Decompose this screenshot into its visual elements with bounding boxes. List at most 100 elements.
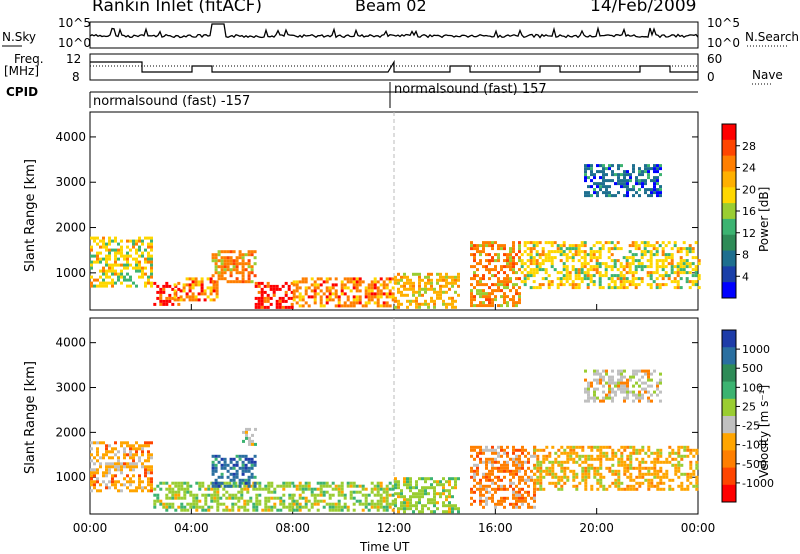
x-tick-label: 20:00 [579,521,614,535]
colorbar-cell [722,330,736,348]
heatmap-blob [173,277,219,302]
y-tick-label: 3000 [55,381,86,395]
noise-panel-frame [89,21,699,49]
heatmap-blob [584,369,662,403]
colorbar-cell [722,187,736,204]
x-tick-label: 00:00 [681,521,716,535]
y-tick-label: 1000 [55,266,86,280]
colorbar-tick-label: -100 [742,439,767,452]
colorbar-cell [722,124,736,141]
heatmap-blob [292,277,395,308]
noise-trace [89,23,699,39]
colorbar-cell [722,364,736,383]
colorbar-tick-label: 16 [742,205,756,218]
heatmap-blob [242,427,257,446]
colorbar-tick-label: 500 [742,362,763,375]
heatmap-blob [533,445,699,491]
power-ylabel: Slant Range [km] [23,159,38,272]
colorbar-cell [722,266,736,283]
nsearch-label: N.Search [745,30,800,44]
colorbar-tick-label: 100 [742,381,763,394]
noise-left-top-tick: 10^5 [58,16,91,30]
nsky-label: N.Sky [2,30,37,44]
colorbar-tick-label: 1000 [742,343,770,356]
cpid-label: CPID [6,85,39,99]
colorbar-frame [721,329,737,503]
freq-top-tick: 12 [66,52,82,66]
y-tick-label: 3000 [55,175,86,189]
y-tick-label: 1000 [55,470,86,484]
colorbar-tick-label: 20 [742,183,756,196]
colorbar-cell [722,282,736,299]
heatmap-blob [90,236,153,288]
colorbar-cell [722,467,736,486]
colorbar-cell [722,450,736,469]
heatmap-blob [520,241,701,290]
colorbar-tick-label: 24 [742,162,756,175]
colorbar-tick-label: 4 [742,270,749,283]
y-tick-label: 2000 [55,425,86,439]
colorbar-cell [722,381,736,400]
velocity-ylabel: Slant Range [km] [23,361,38,474]
colorbar-tick-label: 28 [742,140,756,153]
cpid-left-text: normalsound (fast) -157 [93,94,251,109]
heatmap-blob [584,164,662,198]
heatmap-blob [470,445,536,509]
colorbar-tick-label: -500 [742,458,767,471]
heatmap-blob [211,454,257,488]
x-tick-label: 00:00 [73,521,108,535]
noise-left-bottom-tick: 10^0 [58,36,91,50]
colorbar-tick-label: -1000 [742,477,774,490]
noise-right-top-tick: 10^5 [707,16,740,30]
colorbar-tick-label: 25 [742,400,756,413]
heatmap-blob [292,481,395,512]
freq-bottom-tick: 8 [72,70,80,84]
x-tick-label: 08:00 [275,521,310,535]
x-tick-label: 12:00 [377,521,412,535]
heatmap-blob [90,441,153,493]
heatmap-blob [254,281,294,309]
nave-label: Nave [752,68,783,82]
colorbar-cell [722,139,736,157]
colorbar-cell [722,203,736,220]
chart-marks [89,23,701,514]
colorbar-cell [722,347,736,365]
colorbar-cell [722,234,736,252]
colorbar-cell [722,155,736,172]
x-tick-label: 16:00 [478,521,513,535]
colorbar-tick-label: -25 [742,420,760,433]
date-title: 14/Feb/2009 [590,0,697,16]
colorbar-cell [722,484,736,503]
colorbar-cell [722,398,736,417]
colorbar-cell [722,171,736,188]
y-tick-label: 4000 [55,130,86,144]
noise-right-bottom-tick: 10^0 [707,36,740,50]
colorbar-cell [722,416,736,434]
x-tick-label: 04:00 [174,521,209,535]
y-tick-label: 2000 [55,221,86,235]
colorbar-cell [722,250,736,267]
mhz-label: [MHz] [4,64,40,78]
y-tick-label: 4000 [55,336,86,350]
heatmap-blob [394,272,460,309]
nave-bottom-tick: 0 [707,70,715,84]
beam-title: Beam 02 [355,0,427,15]
heatmap-blob [394,477,460,514]
colorbar-tick-label: 12 [742,227,756,240]
velocity-colorbar-label: Velocity [m s⁻¹] [757,384,771,478]
cpid-right-text: normalsound (fast) 157 [394,82,547,97]
colorbar-cell [722,433,736,451]
colorbar-cell [722,218,736,236]
heatmap-blob [470,241,521,308]
heatmap-blob [153,281,181,306]
colorbar-tick-label: 8 [742,249,749,262]
heatmap-blob [211,250,257,284]
freq-trace [90,59,698,73]
x-axis-label: Time UT [360,540,410,554]
power-colorbar-label: Power [dB] [757,186,771,252]
freq-label: Freq. [14,52,44,66]
nave-top-tick: 60 [707,52,723,66]
freq-panel-frame [89,53,699,81]
station-title: Rankin Inlet (fitACF) [92,0,263,16]
